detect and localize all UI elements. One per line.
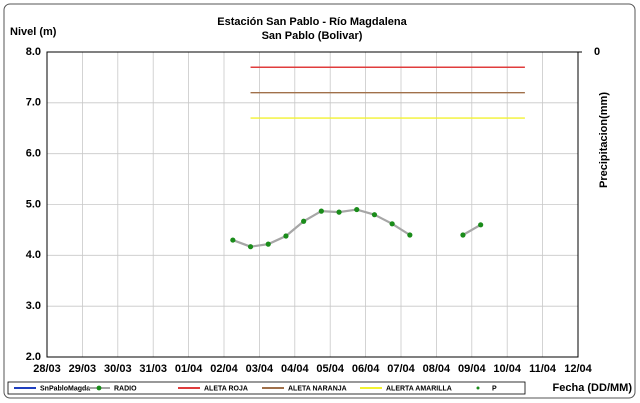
x-tick-label: 31/03 (139, 363, 167, 375)
x-axis-label: Fecha (DD/MM) (553, 382, 633, 394)
data-point (283, 233, 289, 239)
legend-marker (96, 385, 102, 391)
chart-title: Estación San Pablo - Río Magdalena (217, 16, 407, 28)
chart-subtitle: San Pablo (Bolivar) (262, 30, 363, 42)
data-point (301, 218, 307, 224)
y-tick-label: 8.0 (26, 46, 41, 58)
y-tick-label: 7.0 (26, 97, 41, 109)
x-tick-label: 11/04 (529, 363, 557, 375)
legend-label: ALERTA AMARILLA (386, 385, 452, 392)
legend-label: P (492, 385, 497, 392)
data-point (230, 237, 236, 243)
x-tick-label: 02/04 (210, 363, 238, 375)
legend-marker (476, 386, 480, 390)
data-point (354, 206, 360, 213)
x-tick-label: 30/03 (104, 363, 132, 375)
x-tick-label: 12/04 (564, 363, 592, 375)
legend-label: SnPabloMagda (40, 385, 90, 392)
x-tick-label: 07/04 (387, 363, 415, 375)
legend-label: RADIO (114, 385, 137, 392)
data-point (407, 232, 413, 238)
legend-label: ALETA NARANJA (288, 385, 347, 392)
data-point (247, 244, 254, 250)
y-tick-label: 3.0 (26, 300, 41, 312)
x-tick-label: 08/04 (423, 363, 451, 375)
x-tick-label: 01/04 (175, 363, 203, 375)
x-tick-label: 03/04 (246, 363, 274, 375)
data-point (318, 208, 324, 214)
x-tick-label: 29/03 (69, 363, 97, 375)
data-point (336, 209, 342, 215)
x-tick-label: 28/03 (33, 363, 61, 375)
legend-label: ALETA ROJA (204, 385, 248, 392)
data-point (265, 241, 271, 247)
x-tick-label: 10/04 (493, 363, 521, 375)
x-tick-label: 04/04 (281, 363, 309, 375)
y-tick-label: 6.0 (26, 148, 41, 160)
y-tick-label: 5.0 (26, 198, 41, 210)
y-axis-label: Nivel (m) (10, 26, 57, 38)
data-point (371, 212, 378, 218)
data-point (460, 232, 466, 238)
series-line (462, 223, 482, 236)
y2-tick-label: 0 (594, 46, 600, 58)
plot-border (46, 51, 579, 358)
y-tick-label: 4.0 (26, 249, 41, 261)
x-tick-label: 06/04 (352, 363, 380, 375)
data-point (478, 222, 484, 228)
y2-axis-label: Precipitacion(mm) (598, 92, 610, 188)
y-tick-label: 2.0 (26, 351, 41, 363)
x-tick-label: 09/04 (458, 363, 486, 375)
x-tick-label: 05/04 (316, 363, 344, 375)
data-point (389, 221, 395, 227)
